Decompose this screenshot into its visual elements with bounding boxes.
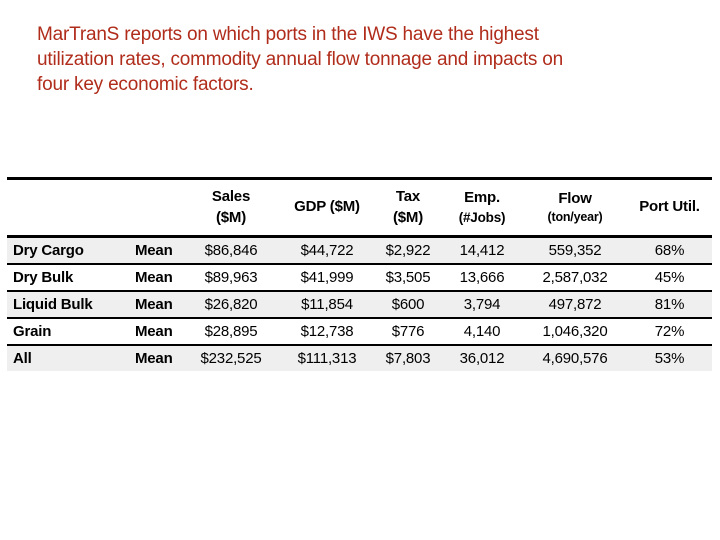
cell-util: 72% [654, 323, 685, 340]
col-header-emp: Emp. (#Jobs) [441, 179, 523, 237]
cell-gdp: $11,854 [301, 296, 353, 313]
cell-commodity: Dry Cargo [13, 242, 84, 259]
cell-util: 53% [654, 350, 685, 367]
cell-emp: 13,666 [459, 269, 505, 286]
cell-gdp: $12,738 [300, 323, 354, 340]
cell-commodity: Dry Bulk [13, 269, 74, 286]
slide-title: MarTranS reports on which ports in the I… [37, 22, 677, 97]
col-subheader-emp: (#Jobs) [458, 209, 506, 225]
table-body: Dry Cargo Mean $86,846 $44,722 $2,922 14,412 5… [7, 236, 712, 371]
col-subheader-tax: ($M) [392, 208, 424, 226]
cell-commodity: Liquid Bulk [13, 296, 93, 313]
col-header-emp-label: Emp. [464, 189, 500, 207]
table-row: Dry Bulk Mean $89,963 $41,999 $3,505 13,666 2,… [7, 264, 712, 291]
col-header-sales: Sales ($M) [183, 179, 279, 237]
cell-stat: Mean [135, 269, 173, 286]
cell-emp: 36,012 [459, 350, 505, 367]
col-header-gdp-label: GDP ($M) [294, 198, 360, 216]
cell-tax: $3,505 [385, 269, 431, 286]
cell-sales: $89,963 [204, 269, 258, 286]
title-line: four key economic factors. [37, 74, 254, 95]
cell-sales: $86,846 [204, 242, 258, 259]
cell-flow: 559,352 [548, 242, 602, 259]
cell-stat: Mean [135, 296, 173, 313]
col-header-port-util-label: Port Util. [639, 198, 700, 216]
cell-flow: 2,587,032 [542, 269, 608, 286]
cell-util: 81% [654, 296, 685, 313]
col-header-commodity [7, 179, 127, 237]
title-line: utilization rates, commodity annual flow… [37, 49, 564, 70]
cell-flow: 1,046,320 [542, 323, 608, 340]
commodity-stats-table: Sales ($M) GDP ($M) Tax ($M) Emp. (#Jobs… [7, 177, 712, 371]
cell-tax: $600 [391, 296, 425, 313]
cell-tax: $776 [391, 323, 425, 340]
cell-gdp: $111,313 [297, 350, 357, 367]
cell-emp: 4,140 [463, 323, 501, 340]
cell-commodity: All [13, 350, 32, 367]
col-header-flow-label: Flow [558, 189, 592, 207]
cell-tax: $2,922 [385, 242, 431, 259]
table-row: Liquid Bulk Mean $26,820 $11,854 $600 3,794 49… [7, 291, 712, 318]
cell-stat: Mean [135, 350, 173, 367]
cell-flow: 4,690,576 [542, 350, 608, 367]
cell-util: 68% [654, 242, 685, 259]
table-row: Dry Cargo Mean $86,846 $44,722 $2,922 14,412 5… [7, 236, 712, 264]
cell-util: 45% [654, 269, 685, 286]
cell-sales: $28,895 [204, 323, 258, 340]
col-header-sales-label: Sales [211, 188, 251, 206]
col-header-stat [127, 179, 183, 237]
cell-gdp: $41,999 [300, 269, 354, 286]
cell-sales: $26,820 [204, 296, 258, 313]
col-header-gdp: GDP ($M) [279, 179, 375, 237]
cell-stat: Mean [135, 323, 173, 340]
cell-emp: 3,794 [463, 296, 501, 313]
col-header-port-util: Port Util. [627, 179, 712, 237]
table-header-row: Sales ($M) GDP ($M) Tax ($M) Emp. (#Jobs… [7, 179, 712, 237]
cell-gdp: $44,722 [300, 242, 354, 259]
col-subheader-sales: ($M) [215, 208, 247, 226]
cell-stat: Mean [135, 242, 173, 259]
title-line: MarTranS reports on which ports in the I… [37, 24, 539, 45]
table-row: All Mean $232,525 $111,313 $7,803 36,012 4,690… [7, 345, 712, 371]
cell-commodity: Grain [13, 323, 52, 340]
col-header-flow: Flow (ton/year) [523, 179, 627, 237]
cell-flow: 497,872 [548, 296, 602, 313]
cell-tax: $7,803 [385, 350, 431, 367]
cell-sales: $232,525 [200, 350, 262, 367]
col-header-tax: Tax ($M) [375, 179, 441, 237]
table-row: Grain Mean $28,895 $12,738 $776 4,140 1,046,32… [7, 318, 712, 345]
col-header-tax-label: Tax [395, 188, 421, 206]
cell-emp: 14,412 [459, 242, 505, 259]
col-subheader-flow: (ton/year) [547, 210, 603, 225]
